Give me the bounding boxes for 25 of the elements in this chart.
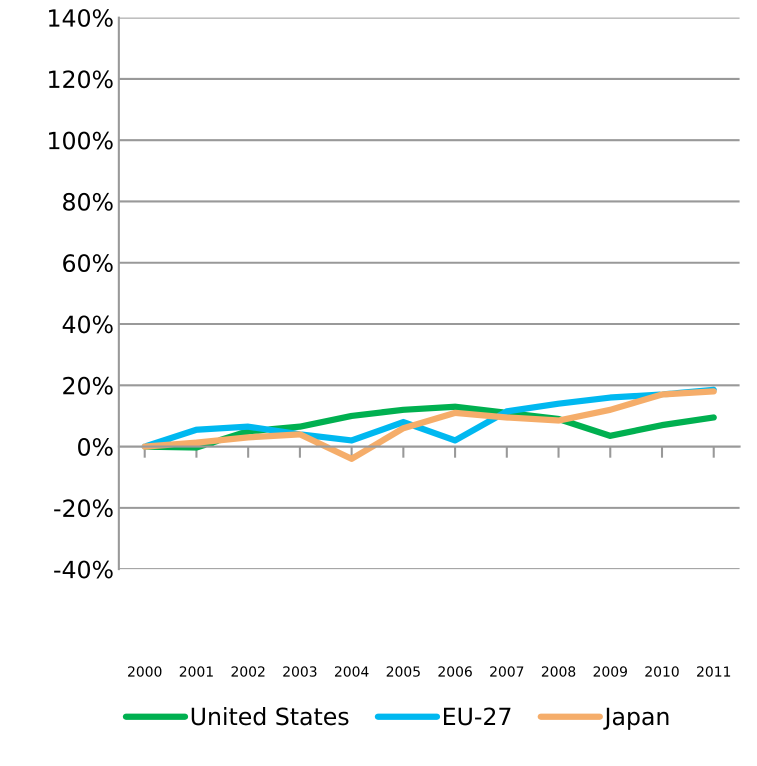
- y-tick-label: 100%: [49, 132, 113, 150]
- legend-label: United States: [192, 707, 348, 726]
- x-tick-label: 2008: [542, 666, 576, 677]
- x-tick-label: 2007: [490, 666, 524, 677]
- y-tick-label: -20%: [54, 499, 113, 518]
- x-tick-label: 2011: [697, 666, 730, 677]
- x-tick-label: 2010: [645, 666, 679, 677]
- x-tick-label: 2009: [594, 666, 627, 677]
- x-tick-label: 2001: [180, 666, 213, 677]
- x-tick-label: 2004: [334, 666, 369, 677]
- y-tick-label: 40%: [62, 315, 113, 334]
- y-tick-label: 0%: [78, 438, 113, 456]
- x-tick-label: 2006: [438, 666, 472, 677]
- y-tick-label: 60%: [63, 254, 113, 272]
- y-tick-label: 80%: [63, 192, 113, 211]
- x-tick-label: 2003: [283, 666, 316, 677]
- y-tick-label: 120%: [49, 70, 113, 88]
- y-tick-label: 20%: [63, 376, 113, 395]
- x-tick-label: 2000: [128, 666, 162, 677]
- legend-label: EU-27: [444, 707, 510, 726]
- x-tick-label: 2002: [232, 666, 264, 677]
- y-tick-label: 140%: [49, 9, 113, 27]
- y-tick-label: -40%: [54, 560, 113, 578]
- x-tick-label: 2005: [386, 666, 420, 677]
- legend-label: Japan: [603, 708, 668, 730]
